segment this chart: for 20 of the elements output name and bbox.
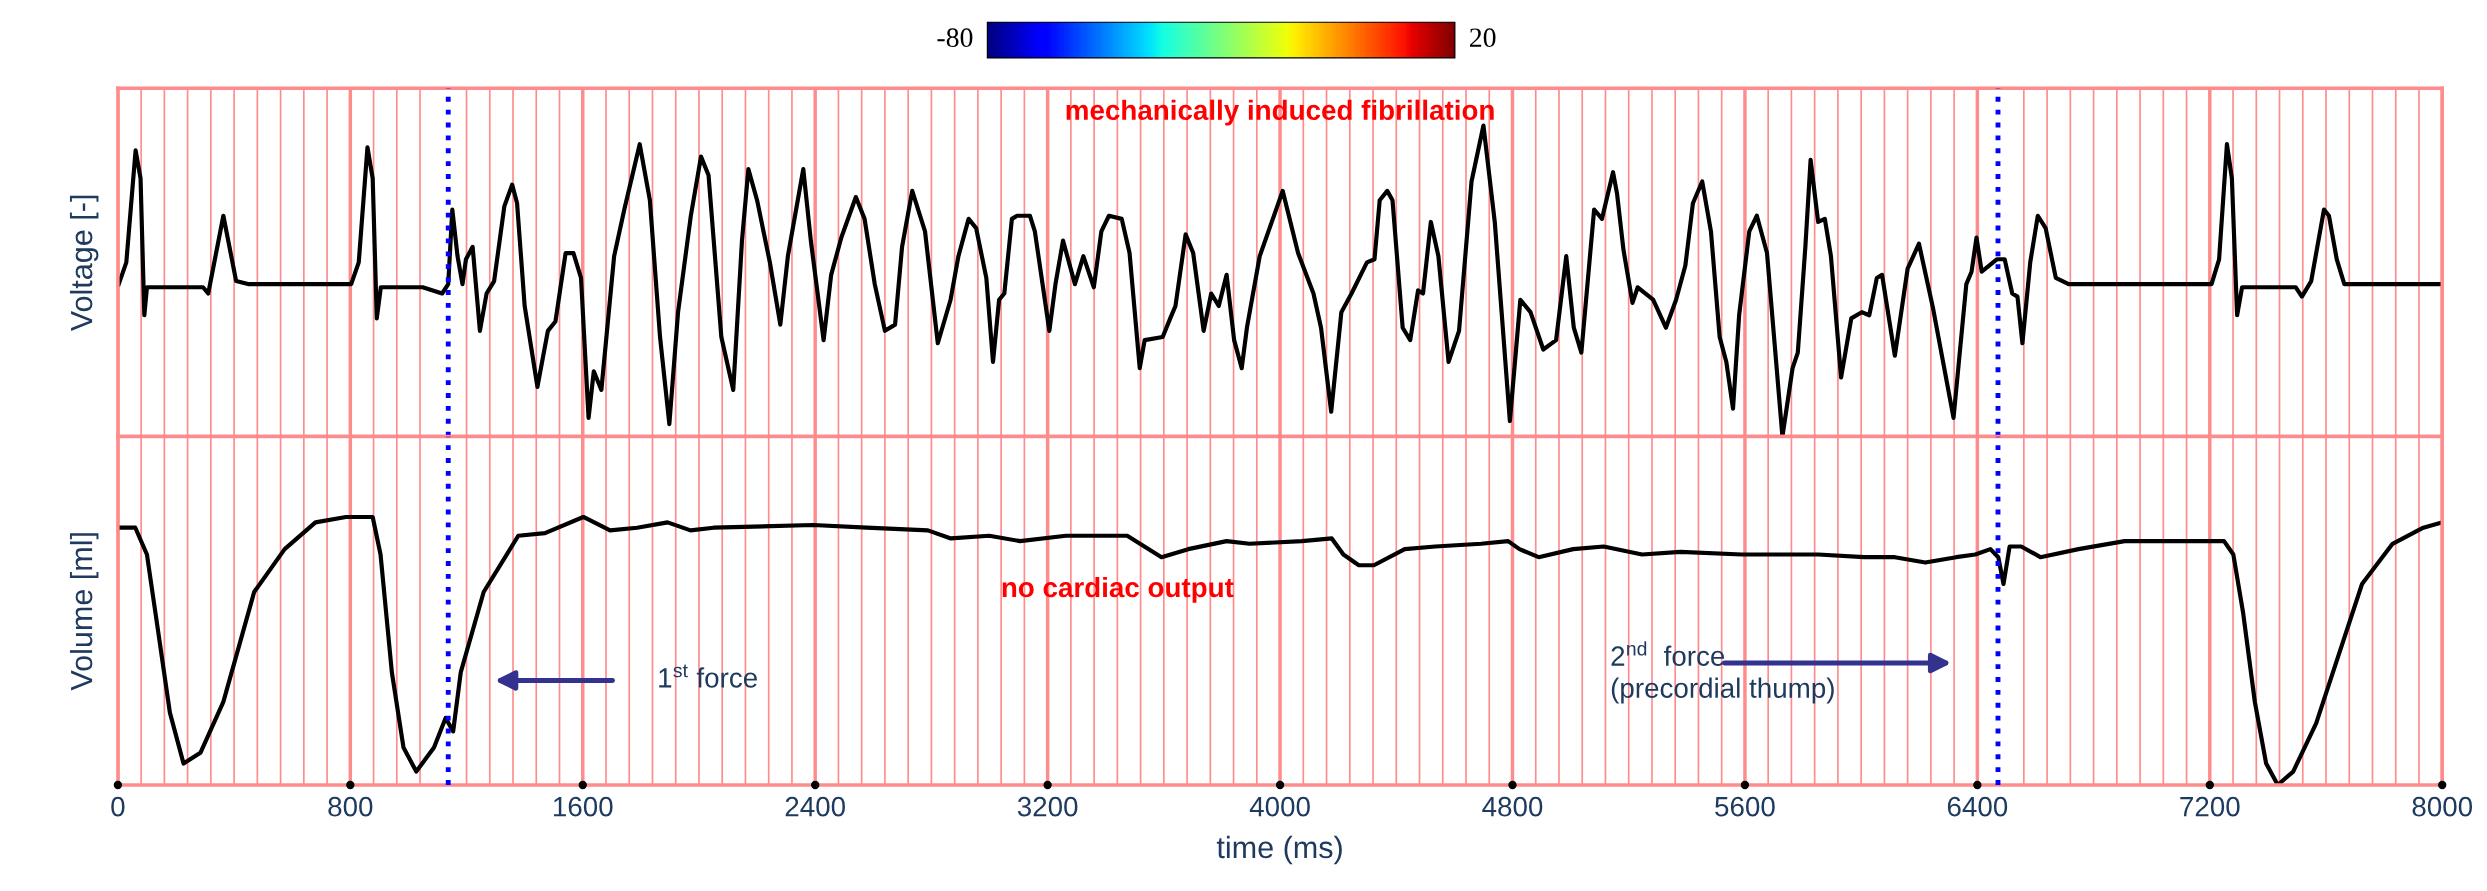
x-tick-label: 8000 <box>2412 796 2473 817</box>
y-axis-title: Voltage [-] <box>69 195 99 332</box>
annotation: 1$^{st}$ force <box>659 664 757 688</box>
x-tick-label: 3200 <box>1017 796 1078 817</box>
annotation: no cardiac output <box>1002 576 1234 603</box>
x-tick-label: 6400 <box>1947 796 2008 817</box>
x-tick-label: 800 <box>328 796 373 817</box>
color-bar-label: -80 <box>937 28 973 48</box>
x-tick-label: 2400 <box>785 796 845 817</box>
x-axis-title: time (ms) <box>1216 835 1342 865</box>
x-tick-label: 4000 <box>1249 796 1310 817</box>
x-tick-label: 1600 <box>553 796 613 817</box>
y-axis-title: Volume [ml] <box>69 533 99 691</box>
x-tick-label: 7200 <box>2180 796 2240 817</box>
x-tick-label: 5600 <box>1715 796 1775 817</box>
annotation: mechanically induced fibrillation <box>1066 99 1494 126</box>
x-tick-label: 0 <box>111 796 125 817</box>
color-bar-label: 20 <box>1470 28 1496 48</box>
annotation: 2$^{nd}$ force (precordial thump) <box>1611 641 1834 704</box>
x-tick-label: 4800 <box>1482 796 1543 817</box>
